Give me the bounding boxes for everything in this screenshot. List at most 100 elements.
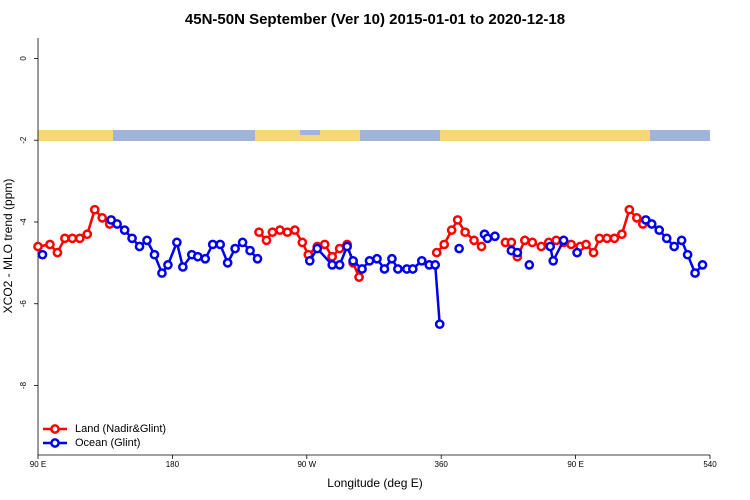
data-point [469,235,479,246]
data-point [519,235,530,246]
data-point [178,262,188,272]
data-point [690,268,700,278]
y-axis-label: XCO2 - MLO trend (ppm) [1,179,15,314]
data-point [334,243,345,254]
data-point [112,219,122,229]
data-point [275,225,285,235]
data-point [127,233,137,244]
land-ocean-strip [38,130,710,141]
data-point [245,245,255,256]
data-point [157,268,167,278]
data-point [312,243,323,254]
data-point [609,233,620,244]
data-point [558,235,569,246]
data-point [416,255,427,266]
data-point [669,241,680,252]
data-point [617,229,627,240]
x-tick-label: 90 W [297,460,316,469]
data-point [379,264,390,274]
data-point [506,237,517,248]
data-point [661,233,672,244]
data-point [252,253,263,264]
data-point [97,213,108,223]
data-point [454,243,464,254]
data-point [446,225,457,235]
data-point [407,264,418,274]
data-point [354,272,364,283]
data-point [52,247,63,258]
data-point [192,251,203,262]
chart-title: 45N-50N September (Ver 10) 2015-01-01 to… [185,11,565,28]
data-point [430,260,441,270]
data-point [594,233,605,244]
data-point [566,239,576,250]
legend-label: Ocean (Glint) [75,437,140,449]
y-tick-label: -6 [19,300,28,308]
data-point [267,227,278,238]
data-point [45,239,55,250]
data-point [581,239,591,250]
legend-marker [50,438,60,448]
data-point [37,249,48,260]
data-point [142,235,152,246]
data-point [527,237,538,248]
data-point [434,319,445,330]
data-point [207,239,218,250]
data-point [536,241,547,252]
legend-label: Land (Nadir&Glint) [75,423,166,435]
data-point [551,235,562,246]
y-tick-label: 0 [19,56,28,61]
data-point [222,258,233,268]
data-point [74,233,85,244]
data-point [334,260,345,270]
data-point [134,241,145,252]
data-point [327,260,338,270]
data-point [439,239,450,250]
data-point [230,243,240,254]
data-point [297,237,308,248]
x-axis-label: Longitude (deg E) [327,476,422,490]
data-point [163,260,173,270]
data-point [654,225,665,235]
data-point [172,237,182,248]
data-point [431,247,442,258]
data-point [237,237,248,248]
data-point [682,249,693,260]
x-tick-label: 90 E [567,460,583,469]
data-point [452,215,463,225]
data-point [89,204,100,215]
data-point [290,225,300,235]
data-point [372,253,382,264]
data-point [646,219,657,229]
data-point [387,253,397,264]
data-point [676,235,687,246]
data-point [460,227,470,238]
data-point [342,241,352,252]
data-point [524,260,535,270]
data-point [119,225,130,235]
y-tick-label: -4 [19,218,28,226]
legend-marker [50,424,60,434]
data-point [215,239,226,250]
data-point [490,231,500,242]
data-point [364,255,375,266]
data-point [319,239,330,250]
data-point [149,249,160,260]
data-point [67,233,78,244]
data-point [697,260,708,270]
data-point [548,255,559,266]
data-point [588,247,599,258]
data-point [261,235,272,246]
data-point [327,251,338,262]
data-point [357,264,367,274]
data-point [545,241,556,252]
data-point [82,229,93,240]
data-point [476,241,487,252]
data-point [282,227,293,238]
data-point [602,233,612,244]
data-point [33,241,43,252]
data-point [348,255,358,266]
x-tick-label: 180 [166,460,180,469]
x-tick-label: 360 [435,460,449,469]
